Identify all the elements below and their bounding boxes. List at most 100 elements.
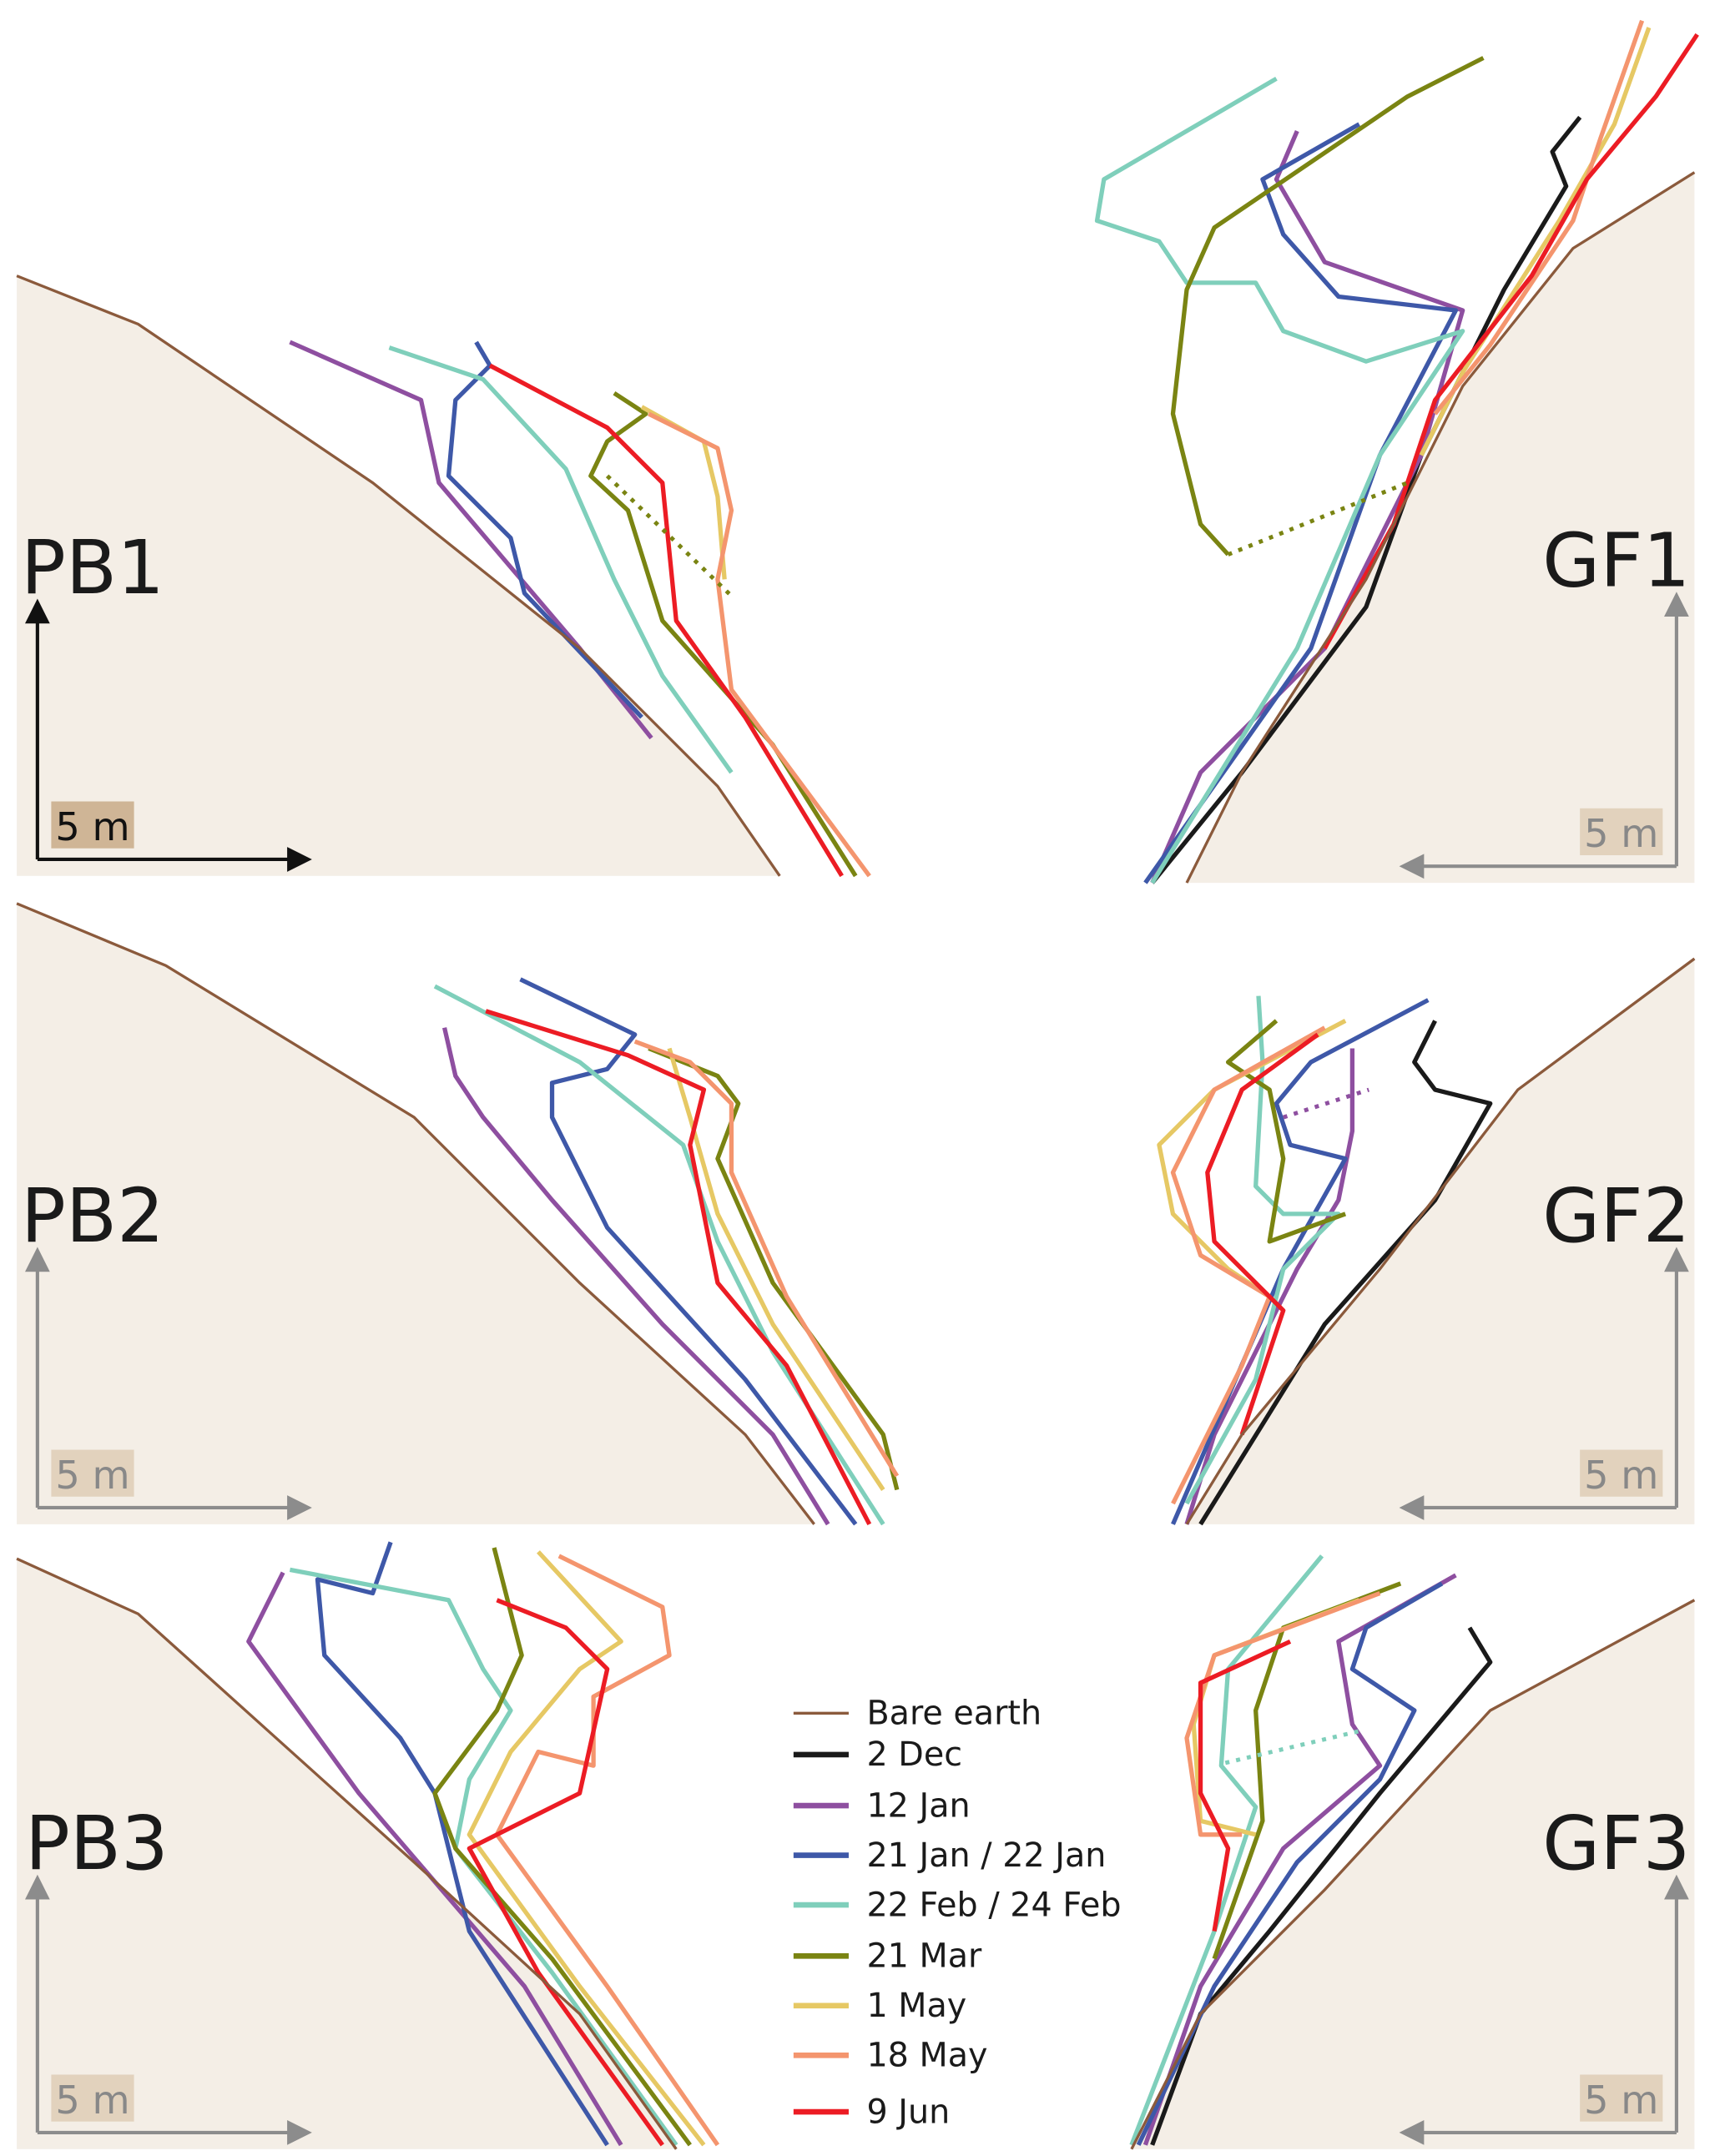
panel-label: GF3	[1542, 1801, 1690, 1887]
legend-label: 18 May	[866, 2037, 987, 2075]
profile-line-22-feb-24-feb	[289, 1567, 678, 2147]
legend-label: 1 May	[866, 1987, 966, 2025]
scale-box	[1580, 808, 1663, 856]
arrow-head-icon	[1399, 854, 1425, 879]
bare-earth-line	[1185, 957, 1696, 1525]
arrow-head-icon	[287, 1495, 312, 1520]
legend-item: 18 May	[793, 2037, 988, 2075]
bare-earth-line	[16, 1557, 678, 2150]
panel-label: GF1	[1542, 518, 1690, 605]
arrow-head-icon	[1399, 1495, 1425, 1520]
ground-fill	[1131, 1599, 1695, 2149]
profile-line-18-may	[494, 1554, 720, 2147]
scale-label: 5 m	[1584, 2078, 1658, 2123]
bare-earth-line	[1185, 171, 1696, 884]
profile-line-18-may	[1170, 1025, 1326, 1505]
profile-line-12-jan	[1150, 130, 1465, 884]
arrow-head-icon	[24, 1247, 50, 1272]
interpolated-segment	[1282, 1087, 1369, 1120]
ground-fill	[17, 903, 815, 1524]
profile-line-9-jun	[488, 363, 844, 878]
profile-line-22-feb-24-feb	[388, 345, 734, 774]
legend-item: 21 Mar	[793, 1937, 982, 1976]
scale-box	[1580, 2074, 1663, 2122]
profile-line-1-may	[667, 1047, 885, 1491]
scale-label: 5 m	[1584, 1453, 1658, 1498]
scale-box	[51, 801, 134, 849]
legend-item: 12 Jan	[793, 1786, 971, 1825]
panel-gf3: GF3 5 m	[1129, 1554, 1696, 2150]
scale-label: 5 m	[55, 1453, 129, 1498]
arrow-head-icon	[24, 1874, 50, 1900]
profile-line-21-mar	[648, 1045, 900, 1491]
interpolated-segment	[1224, 1729, 1360, 1766]
panel-gf1: GF1 5 m	[1094, 19, 1699, 884]
legend-label: 9 Jun	[866, 2093, 950, 2131]
ground-fill	[1187, 172, 1695, 884]
arrow-head-icon	[1664, 1874, 1689, 1900]
profile-line-12-jan	[246, 1571, 623, 2147]
profile-line-21-mar	[1225, 1019, 1347, 1244]
profile-line-18-may	[1433, 19, 1645, 416]
profile-line-1-may	[1191, 1598, 1360, 1837]
profile-line-9-jun	[485, 1009, 872, 1526]
legend-item: Bare earth	[793, 1695, 1042, 1733]
profile-line-21-mar	[1170, 56, 1485, 557]
panel-label: PB2	[21, 1173, 164, 1260]
legend-label: 21 Jan / 22 Jan	[866, 1836, 1106, 1875]
arrow-head-icon	[287, 2120, 312, 2145]
legend-label: 2 Dec	[866, 1735, 962, 1774]
profile-line-2-dec	[1198, 1020, 1493, 1526]
panel-label: GF2	[1542, 1173, 1690, 1260]
profile-line-9-jun	[467, 1598, 664, 2147]
panel-label: PB1	[21, 525, 164, 612]
arrow-head-icon	[24, 598, 50, 624]
profile-line-12-jan	[1142, 1573, 1457, 2146]
profile-line-18-may	[1184, 1591, 1381, 1837]
profile-line-9-jun	[1205, 1032, 1319, 1436]
profile-line-18-may	[633, 1039, 900, 1478]
legend-item: 1 May	[793, 1987, 966, 2025]
legend-item: 22 Feb / 24 Feb	[793, 1886, 1122, 1924]
profile-line-1-may	[1157, 1019, 1347, 1299]
panel-label: PB3	[25, 1801, 169, 1887]
arrow-head-icon	[1399, 2120, 1425, 2145]
profile-line-1-may	[467, 1550, 706, 2147]
bare-earth-line	[1130, 1599, 1696, 2150]
bare-earth-line	[16, 275, 781, 877]
legend-label: 22 Feb / 24 Feb	[866, 1886, 1121, 1924]
scale-label: 5 m	[1584, 811, 1658, 856]
panel-gf2: GF2 5 m	[1157, 957, 1696, 1526]
profile-line-18-may	[648, 411, 871, 878]
legend-item: 21 Jan / 22 Jan	[793, 1836, 1106, 1875]
panel-pb3: PB3 5 m	[16, 1541, 720, 2150]
arrow-head-icon	[1664, 1247, 1689, 1272]
profile-line-22-feb-24-feb	[1094, 76, 1465, 884]
legend-label: 12 Jan	[866, 1786, 970, 1825]
arrow-head-icon	[287, 847, 312, 872]
legend-item: 9 Jun	[793, 2093, 950, 2131]
ground-fill	[17, 1559, 677, 2149]
profile-line-9-jun	[1198, 1639, 1292, 1932]
profile-line-21-jan-22-jan	[1143, 122, 1459, 884]
profile-line-22-feb-24-feb	[1129, 1554, 1324, 2146]
bare-earth-line	[16, 902, 815, 1525]
profile-line-21-jan-22-jan	[519, 977, 858, 1526]
arrow-head-icon	[1664, 592, 1689, 617]
scale-box	[1580, 1449, 1663, 1497]
scale-label: 5 m	[55, 2078, 129, 2123]
ground-fill	[17, 275, 780, 876]
panel-pb2: PB2 5 m	[16, 902, 900, 1526]
legend-label: 21 Mar	[866, 1937, 982, 1976]
profile-line-12-jan	[441, 1027, 830, 1526]
ground-fill	[1187, 958, 1695, 1524]
profile-line-21-jan-22-jan	[1136, 1581, 1444, 2146]
scale-box	[51, 2074, 134, 2122]
scale-box	[51, 1449, 134, 1497]
panel-pb1: PB1 5 m	[16, 275, 871, 878]
interpolated-segment	[605, 474, 734, 597]
legend-label: Bare earth	[866, 1695, 1042, 1733]
profile-line-21-mar	[432, 1547, 692, 2147]
